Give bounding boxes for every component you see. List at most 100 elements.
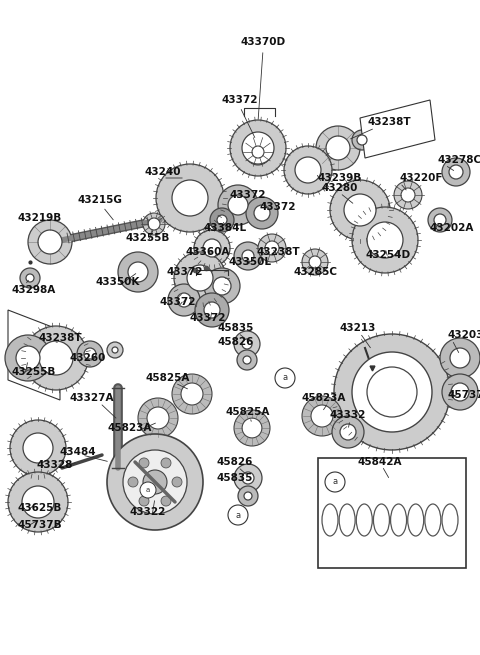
Circle shape xyxy=(245,139,271,165)
Circle shape xyxy=(143,470,167,494)
Text: 43322: 43322 xyxy=(130,507,166,517)
Circle shape xyxy=(156,164,224,232)
Circle shape xyxy=(84,348,96,360)
Circle shape xyxy=(210,208,234,232)
Ellipse shape xyxy=(373,504,389,536)
Circle shape xyxy=(356,356,428,428)
Circle shape xyxy=(334,334,450,450)
Text: 43285C: 43285C xyxy=(294,267,338,277)
Circle shape xyxy=(139,496,149,506)
Circle shape xyxy=(352,352,432,432)
Polygon shape xyxy=(8,310,60,400)
Circle shape xyxy=(107,434,203,530)
Circle shape xyxy=(242,472,254,484)
Circle shape xyxy=(401,188,415,202)
Circle shape xyxy=(442,158,470,186)
Circle shape xyxy=(254,205,270,221)
Circle shape xyxy=(242,339,252,349)
Text: 43202A: 43202A xyxy=(430,223,474,233)
Circle shape xyxy=(123,450,187,514)
Circle shape xyxy=(172,374,212,414)
Circle shape xyxy=(344,194,376,226)
Text: 43238T: 43238T xyxy=(38,333,82,343)
Text: 43372: 43372 xyxy=(260,202,296,212)
Circle shape xyxy=(434,214,446,226)
Ellipse shape xyxy=(442,504,458,536)
Text: 43219B: 43219B xyxy=(18,213,62,223)
Circle shape xyxy=(26,274,34,282)
Circle shape xyxy=(28,220,72,264)
Text: 43332: 43332 xyxy=(330,410,366,420)
Circle shape xyxy=(228,195,248,215)
Circle shape xyxy=(77,341,103,367)
Circle shape xyxy=(213,277,231,295)
Bar xyxy=(318,458,466,568)
Circle shape xyxy=(128,262,148,282)
Circle shape xyxy=(138,398,178,438)
Circle shape xyxy=(234,331,260,357)
Text: 43372: 43372 xyxy=(230,190,266,200)
Text: 43360A: 43360A xyxy=(186,247,230,257)
Text: 43238T: 43238T xyxy=(368,117,412,127)
Text: 43384L: 43384L xyxy=(204,223,247,233)
Circle shape xyxy=(217,215,227,225)
Circle shape xyxy=(243,356,251,364)
Text: 45826: 45826 xyxy=(218,337,254,347)
Text: 43278C: 43278C xyxy=(438,155,480,165)
Text: 43372: 43372 xyxy=(160,297,196,307)
Circle shape xyxy=(107,342,123,358)
Circle shape xyxy=(203,239,221,257)
Text: 45835: 45835 xyxy=(218,323,254,333)
Circle shape xyxy=(265,241,279,255)
Circle shape xyxy=(172,180,208,216)
Circle shape xyxy=(172,477,182,487)
Circle shape xyxy=(230,120,286,176)
Circle shape xyxy=(24,326,88,390)
Text: 43238T: 43238T xyxy=(256,247,300,257)
Circle shape xyxy=(367,367,417,417)
Circle shape xyxy=(450,348,470,368)
Circle shape xyxy=(128,477,138,487)
Circle shape xyxy=(242,132,274,164)
Text: 43327A: 43327A xyxy=(70,393,114,403)
Circle shape xyxy=(10,420,66,476)
Text: 43625B: 43625B xyxy=(18,503,62,513)
Circle shape xyxy=(22,486,54,518)
Text: 43328: 43328 xyxy=(37,460,73,470)
Circle shape xyxy=(302,396,342,436)
Circle shape xyxy=(39,341,73,375)
Text: 43239B: 43239B xyxy=(318,173,362,183)
Circle shape xyxy=(187,265,213,291)
Text: a: a xyxy=(333,477,337,487)
Circle shape xyxy=(234,242,262,270)
Circle shape xyxy=(112,347,118,353)
Circle shape xyxy=(246,197,278,229)
Circle shape xyxy=(234,464,262,492)
Circle shape xyxy=(23,433,53,463)
Circle shape xyxy=(451,383,469,401)
Circle shape xyxy=(118,252,158,292)
Circle shape xyxy=(161,458,171,468)
Circle shape xyxy=(20,268,40,288)
Text: 43370D: 43370D xyxy=(240,37,286,47)
Text: 43280: 43280 xyxy=(322,183,358,193)
Text: 43350K: 43350K xyxy=(96,277,140,287)
Text: 43255B: 43255B xyxy=(12,367,56,377)
Circle shape xyxy=(442,374,478,410)
Text: 45737B: 45737B xyxy=(18,520,62,530)
Circle shape xyxy=(174,252,226,304)
Circle shape xyxy=(332,416,364,448)
Ellipse shape xyxy=(408,504,424,536)
Text: 43240: 43240 xyxy=(145,167,181,177)
Ellipse shape xyxy=(339,504,355,536)
Text: 45823A: 45823A xyxy=(108,423,152,433)
Text: 43372: 43372 xyxy=(167,267,203,277)
Text: 43298A: 43298A xyxy=(12,285,56,295)
Text: 45737B: 45737B xyxy=(448,390,480,400)
Circle shape xyxy=(5,335,51,381)
Ellipse shape xyxy=(425,504,441,536)
Text: 43215G: 43215G xyxy=(78,195,122,205)
Circle shape xyxy=(340,424,356,440)
Text: 43372: 43372 xyxy=(222,95,258,105)
Circle shape xyxy=(237,350,257,370)
